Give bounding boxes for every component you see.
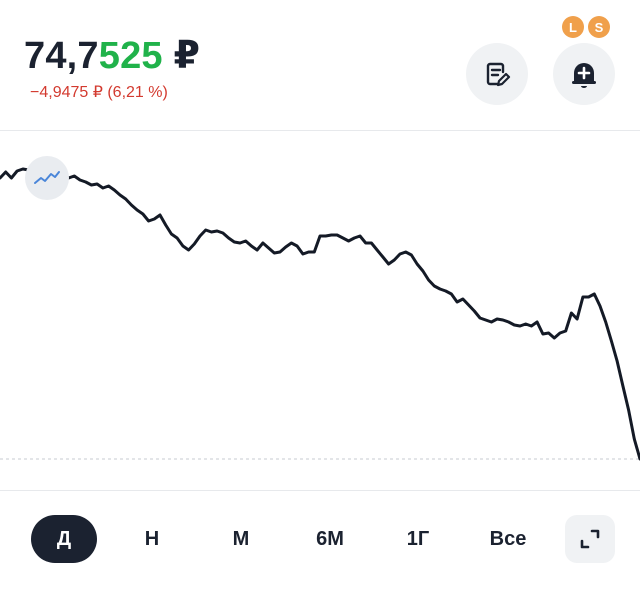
period-6m[interactable]: 6М <box>316 528 344 550</box>
price-chart[interactable] <box>0 131 640 489</box>
trend-line-icon <box>34 171 60 184</box>
divider-top <box>0 130 640 131</box>
badge-short: S <box>588 16 610 38</box>
period-all[interactable]: Все <box>489 528 527 550</box>
expand-icon <box>580 529 600 549</box>
price-alert-button[interactable] <box>553 43 615 105</box>
period-month[interactable]: М <box>232 528 250 550</box>
notes-edit-icon <box>486 62 511 87</box>
period-selector: Д Н М 6М 1Г Все <box>0 515 640 563</box>
series-line <box>0 167 640 461</box>
notes-button[interactable] <box>466 43 528 105</box>
current-price: 74,7525 ₽ <box>24 35 201 77</box>
period-week[interactable]: Н <box>144 528 160 550</box>
badges: L S <box>562 16 610 38</box>
bell-plus-icon <box>572 63 596 88</box>
divider-bottom <box>0 490 640 491</box>
price-change: −4,9475 ₽ (6,21 %) <box>30 84 168 101</box>
period-day[interactable]: Д <box>31 515 97 563</box>
period-1y[interactable]: 1Г <box>406 528 430 550</box>
expand-chart-button[interactable] <box>565 515 615 563</box>
badge-long: L <box>562 16 584 38</box>
chart-type-button[interactable] <box>25 156 69 200</box>
